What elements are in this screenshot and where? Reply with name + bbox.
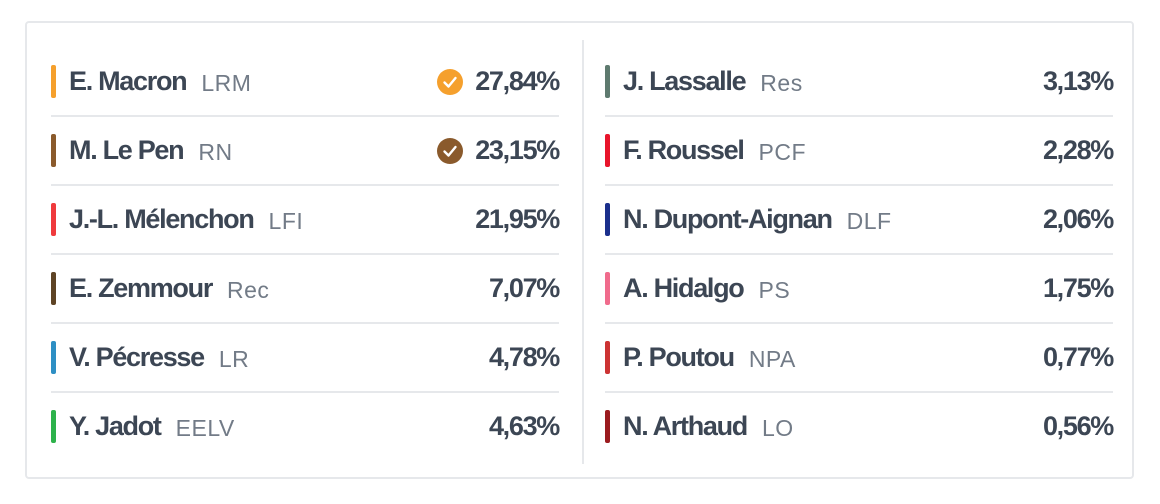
vote-percentage: 0,56% bbox=[1042, 411, 1114, 441]
candidate-name: J.-L. Mélenchon bbox=[69, 204, 255, 234]
candidate-name: N. Arthaud bbox=[623, 411, 748, 441]
candidate-row: N. Arthaud LO 0,56% bbox=[605, 393, 1114, 460]
results-card: E. Macron LRM 27,84% M. Le Pen RN 23,15%… bbox=[25, 21, 1134, 479]
party-label: LR bbox=[218, 346, 250, 372]
vote-percentage: 4,63% bbox=[488, 411, 560, 441]
candidate-row: P. Poutou NPA 0,77% bbox=[605, 324, 1114, 393]
vote-percentage: 3,13% bbox=[1042, 66, 1114, 96]
check-circle-icon bbox=[437, 137, 464, 164]
candidate-row: E. Zemmour Rec 7,07% bbox=[51, 255, 560, 324]
candidate-name: P. Poutou bbox=[623, 342, 735, 372]
party-label: DLF bbox=[846, 208, 892, 234]
vote-percentage: 2,28% bbox=[1042, 135, 1114, 165]
candidate-row: V. Pécresse LR 4,78% bbox=[51, 324, 560, 393]
party-color-bar bbox=[51, 65, 56, 98]
candidate-name: V. Pécresse bbox=[69, 342, 205, 372]
check-circle-icon bbox=[437, 68, 464, 95]
party-color-bar bbox=[605, 203, 610, 236]
vote-percentage: 1,75% bbox=[1042, 273, 1114, 303]
party-color-bar bbox=[605, 410, 610, 443]
party-label: LRM bbox=[201, 70, 252, 96]
party-label: NPA bbox=[748, 346, 796, 372]
party-label: LO bbox=[762, 415, 794, 441]
party-color-bar bbox=[51, 272, 56, 305]
party-label: RN bbox=[198, 139, 233, 165]
party-color-bar bbox=[605, 134, 610, 167]
party-label: Res bbox=[760, 70, 803, 96]
candidate-name: J. Lassalle bbox=[623, 66, 747, 96]
party-color-bar bbox=[51, 341, 56, 374]
candidate-name: E. Macron bbox=[69, 66, 188, 96]
party-color-bar bbox=[605, 341, 610, 374]
candidate-row: F. Roussel PCF 2,28% bbox=[605, 117, 1114, 186]
candidate-row: J.-L. Mélenchon LFI 21,95% bbox=[51, 186, 560, 255]
candidate-name: A. Hidalgo bbox=[623, 273, 745, 303]
column-divider bbox=[582, 40, 584, 464]
candidate-row: J. Lassalle Res 3,13% bbox=[605, 48, 1114, 117]
party-color-bar bbox=[51, 134, 56, 167]
party-label: PCF bbox=[758, 139, 807, 165]
party-label: LFI bbox=[268, 208, 304, 234]
party-color-bar bbox=[51, 410, 56, 443]
vote-percentage: 7,07% bbox=[488, 273, 560, 303]
candidate-name: E. Zemmour bbox=[69, 273, 213, 303]
vote-percentage: 0,77% bbox=[1042, 342, 1114, 372]
party-color-bar bbox=[605, 65, 610, 98]
candidate-row: N. Dupont-Aignan DLF 2,06% bbox=[605, 186, 1114, 255]
party-color-bar bbox=[51, 203, 56, 236]
candidate-name: M. Le Pen bbox=[69, 135, 185, 165]
vote-percentage: 23,15% bbox=[475, 135, 560, 165]
vote-percentage: 2,06% bbox=[1042, 204, 1114, 234]
party-label: Rec bbox=[227, 277, 270, 303]
vote-percentage: 4,78% bbox=[488, 342, 560, 372]
candidate-row: M. Le Pen RN 23,15% bbox=[51, 117, 560, 186]
candidate-name: Y. Jadot bbox=[69, 411, 162, 441]
party-label: PS bbox=[758, 277, 791, 303]
candidate-row: A. Hidalgo PS 1,75% bbox=[605, 255, 1114, 324]
vote-percentage: 21,95% bbox=[475, 204, 560, 234]
candidate-name: F. Roussel bbox=[623, 135, 745, 165]
vote-percentage: 27,84% bbox=[475, 66, 560, 96]
results-column-right: J. Lassalle Res 3,13% F. Roussel PCF 2,2… bbox=[605, 48, 1114, 460]
candidate-row: E. Macron LRM 27,84% bbox=[51, 48, 560, 117]
results-column-left: E. Macron LRM 27,84% M. Le Pen RN 23,15%… bbox=[51, 48, 560, 460]
candidate-name: N. Dupont-Aignan bbox=[623, 204, 833, 234]
party-color-bar bbox=[605, 272, 610, 305]
candidate-row: Y. Jadot EELV 4,63% bbox=[51, 393, 560, 460]
party-label: EELV bbox=[175, 415, 235, 441]
